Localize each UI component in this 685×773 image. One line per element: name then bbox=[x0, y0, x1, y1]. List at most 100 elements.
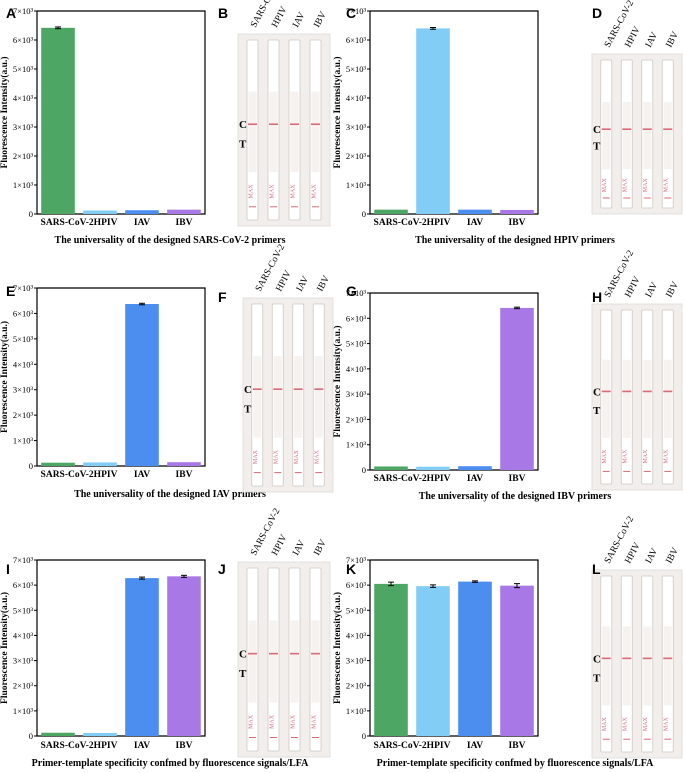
chart-0: 0 1×10³ 2×10³ 3×10³ 4×10³ 5×10³ 6×10³ 7×10³ Fluo… bbox=[0, 6, 286, 246]
lfa-membrane bbox=[602, 102, 611, 170]
lfa-membrane bbox=[273, 356, 282, 438]
chart-1: 0 1×10³ 2×10³ 3×10³ 4×10³ 5×10³ 6×10³ 7×10³ Fluo… bbox=[332, 6, 615, 246]
x-tick-label-iav: IAV bbox=[467, 474, 483, 484]
bar-iav bbox=[125, 210, 159, 214]
y-tick-label: 2×10³ bbox=[13, 681, 34, 691]
panel-letter-b: B bbox=[218, 5, 228, 21]
max-marking: MAX bbox=[315, 449, 321, 464]
y-tick-label: 5×10³ bbox=[13, 64, 34, 74]
bar-hpiv bbox=[83, 732, 117, 736]
y-tick-label: 5×10³ bbox=[346, 339, 367, 349]
max-marking: MAX bbox=[270, 714, 276, 729]
strip-label-hpiv: HPIV bbox=[624, 541, 643, 565]
bar-hpiv bbox=[416, 586, 450, 736]
lfa-membrane bbox=[602, 359, 611, 438]
lfa-membrane bbox=[643, 359, 652, 438]
y-tick-label: 2×10³ bbox=[346, 151, 367, 161]
lfa-membrane bbox=[622, 102, 631, 170]
bar-iav bbox=[125, 578, 159, 736]
bar-ibv bbox=[167, 462, 201, 466]
y-tick-label: 1×10³ bbox=[346, 180, 367, 190]
lfa-photo-border bbox=[591, 53, 683, 215]
lfa-membrane bbox=[253, 356, 262, 438]
y-axis-label: Fluorescence Intensity(a.u.) bbox=[0, 321, 10, 433]
chart-2: 0 1×10³ 2×10³ 3×10³ 4×10³ 5×10³ 6×10³ 7×10³ Fluo… bbox=[0, 283, 266, 500]
lfa-membrane bbox=[290, 91, 299, 173]
chart-caption: The universality of the designed IAV pri… bbox=[74, 489, 266, 500]
x-tick-label-sars-hpiv: SARS-CoV-2HPIV bbox=[374, 741, 451, 751]
test-line-label: T bbox=[593, 672, 601, 684]
strip-label-ibv: IBV bbox=[665, 546, 682, 565]
chart-caption: Primer-template specificity confmed by f… bbox=[377, 758, 654, 769]
bar-hpiv bbox=[83, 462, 117, 466]
panel-letter-e: E bbox=[6, 283, 15, 299]
x-tick-label-sars-hpiv: SARS-CoV-2HPIV bbox=[41, 741, 118, 751]
max-marking: MAX bbox=[623, 716, 629, 731]
max-marking: MAX bbox=[623, 178, 629, 193]
y-tick-label: 0 bbox=[362, 731, 366, 741]
panel-letter-j: J bbox=[218, 561, 226, 577]
strip-label-hpiv: HPIV bbox=[624, 275, 643, 299]
lfa-membrane bbox=[290, 620, 299, 703]
x-tick-label-iav: IAV bbox=[467, 218, 483, 228]
y-tick-label: 6×10³ bbox=[346, 313, 367, 323]
bar-sars-cov-2 bbox=[374, 583, 408, 736]
y-tick-label: 0 bbox=[362, 209, 366, 219]
y-axis-label: Fluorescence Intensity(a.u.) bbox=[332, 326, 343, 438]
chart-caption: The universality of the designed HPIV pr… bbox=[415, 235, 615, 246]
panel-letter-a: A bbox=[6, 5, 16, 21]
test-line-label: T bbox=[239, 668, 247, 680]
control-line-label: C bbox=[239, 119, 247, 131]
bar-ibv bbox=[500, 585, 534, 736]
x-tick-label-sars-hpiv: SARS-CoV-2HPIV bbox=[41, 470, 118, 480]
lfa-membrane bbox=[622, 626, 631, 706]
y-tick-label: 4×10³ bbox=[346, 630, 367, 640]
max-marking: MAX bbox=[249, 714, 255, 729]
lfa-photo-border bbox=[591, 303, 683, 491]
panel-letter-l: L bbox=[592, 561, 601, 577]
lfa-membrane bbox=[663, 626, 672, 706]
lfa-membrane bbox=[643, 626, 652, 706]
chart-frame bbox=[369, 10, 539, 215]
lfa-membrane bbox=[294, 356, 303, 438]
max-marking: MAX bbox=[602, 716, 608, 731]
y-tick-label: 6×10³ bbox=[13, 580, 34, 590]
panel-letter-k: K bbox=[346, 561, 356, 577]
bar-sars-cov-2 bbox=[41, 27, 75, 214]
bar-ibv bbox=[500, 307, 534, 470]
test-line-label: T bbox=[593, 405, 601, 417]
chart-caption: Primer-template specificity confmed by f… bbox=[32, 758, 309, 769]
bar-sars-cov-2 bbox=[374, 209, 408, 214]
bar-ibv bbox=[500, 209, 534, 214]
y-tick-label: 7×10³ bbox=[346, 6, 367, 16]
chart-frame bbox=[36, 287, 206, 467]
x-tick-label-iav: IAV bbox=[134, 741, 150, 751]
control-line-label: C bbox=[593, 124, 601, 136]
lfa-membrane bbox=[314, 356, 323, 438]
y-tick-label: 0 bbox=[29, 731, 33, 741]
y-tick-label: 3×10³ bbox=[346, 389, 367, 399]
max-marking: MAX bbox=[312, 184, 318, 199]
y-tick-label: 0 bbox=[362, 465, 366, 475]
x-tick-label-ibv: IBV bbox=[509, 741, 526, 751]
panel-letter-d: D bbox=[592, 5, 602, 21]
bar-sars-cov-2 bbox=[41, 462, 75, 466]
lfa-membrane bbox=[663, 359, 672, 438]
y-tick-label: 6×10³ bbox=[346, 35, 367, 45]
lfa-membrane bbox=[622, 359, 631, 438]
bar-iav bbox=[458, 581, 492, 736]
lfa-membrane bbox=[643, 102, 652, 170]
x-tick-label-iav: IAV bbox=[467, 741, 483, 751]
y-tick-label: 7×10³ bbox=[346, 288, 367, 298]
strip-label-iav: IAV bbox=[644, 547, 660, 566]
max-marking: MAX bbox=[312, 714, 318, 729]
y-tick-label: 5×10³ bbox=[13, 334, 34, 344]
lfa-photo-border bbox=[237, 33, 331, 227]
strip-label-hpiv: HPIV bbox=[270, 533, 289, 557]
y-tick-label: 7×10³ bbox=[13, 6, 34, 16]
lfa-membrane bbox=[602, 626, 611, 706]
max-marking: MAX bbox=[602, 449, 608, 464]
